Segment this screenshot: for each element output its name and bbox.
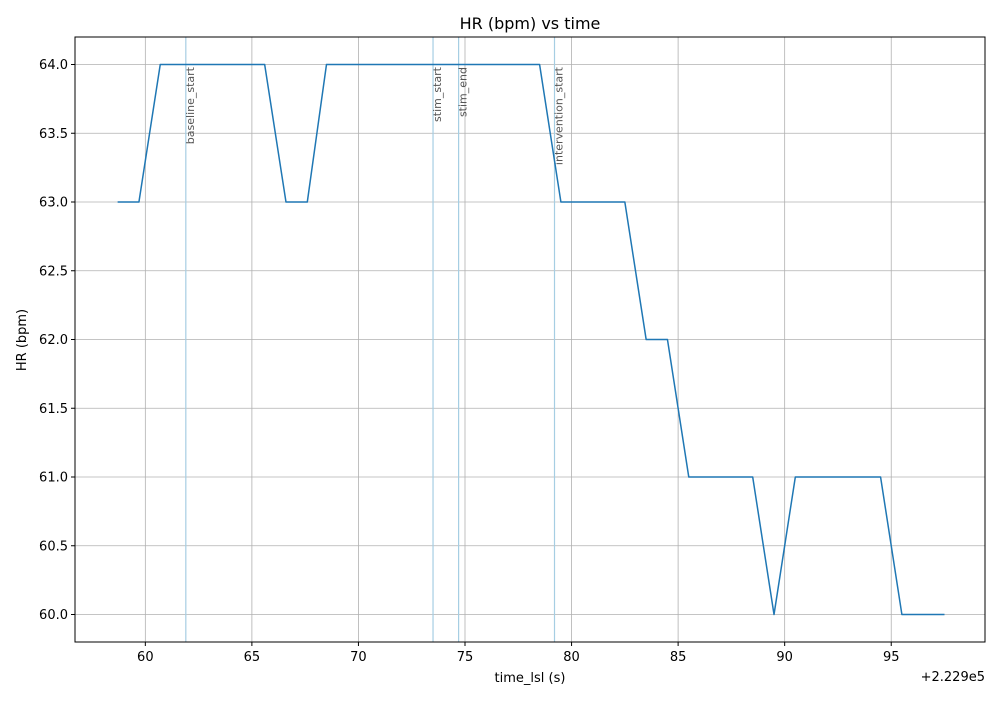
x-tick-label: 90 — [776, 650, 793, 665]
event-label: intervention_start — [553, 66, 566, 165]
chart-title: HR (bpm) vs time — [460, 14, 601, 33]
x-tick-label: 60 — [137, 650, 154, 665]
event-label: stim_start — [431, 66, 444, 122]
y-tick-label: 62.0 — [39, 333, 68, 348]
x-tick-label: 65 — [244, 650, 261, 665]
y-tick-label: 63.0 — [39, 196, 68, 211]
x-tick-label: 85 — [670, 650, 687, 665]
y-axis-label: HR (bpm) — [15, 309, 30, 371]
x-tick-label: 95 — [883, 650, 900, 665]
x-tick-label: 80 — [563, 650, 580, 665]
event-label: baseline_start — [184, 66, 197, 144]
tick-layer: 60 65 70 75 80 85 90 95 60.0 60.5 61.0 61.5 62.0 62.5… — [39, 58, 899, 665]
event-markers: baseline_start stim_start stim_end interven… — [184, 37, 566, 642]
y-tick-label: 63.5 — [39, 127, 68, 142]
hr-series-line — [117, 63, 945, 616]
y-tick-label: 64.0 — [39, 58, 68, 73]
y-tick-label: 62.5 — [39, 264, 68, 279]
y-tick-label: 60.5 — [39, 539, 68, 554]
x-axis-offset-label: +2.229e5 — [921, 670, 985, 685]
y-tick-label: 61.5 — [39, 402, 68, 417]
x-axis-label: time_lsl (s) — [495, 671, 566, 686]
y-tick-label: 60.0 — [39, 608, 68, 623]
x-tick-label: 70 — [350, 650, 367, 665]
event-label: stim_end — [457, 67, 470, 117]
series-layer — [117, 63, 945, 616]
y-tick-label: 61.0 — [39, 471, 68, 486]
x-tick-label: 75 — [457, 650, 474, 665]
